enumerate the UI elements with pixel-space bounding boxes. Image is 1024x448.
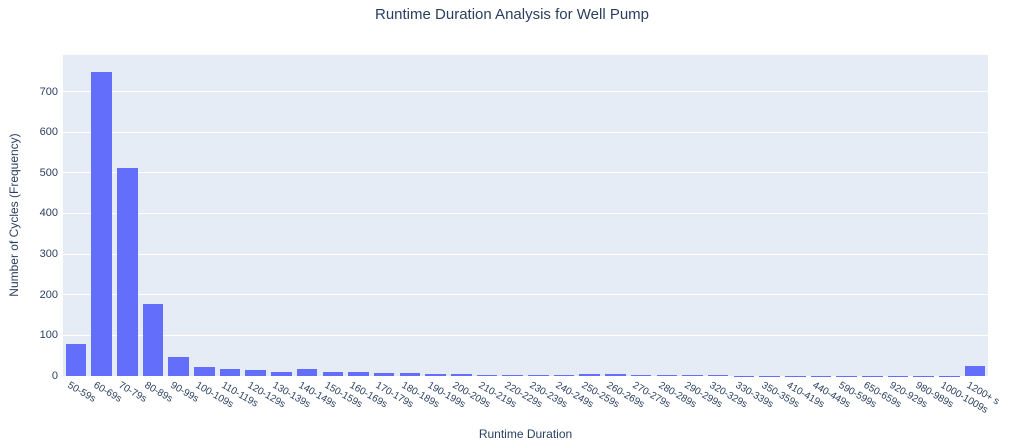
bar-70-79s <box>116 168 138 376</box>
x-tick-label: 1200+ s <box>964 380 1002 408</box>
y-tick-label: 100 <box>39 329 58 342</box>
bar-270-279s <box>630 375 652 376</box>
y-tick-label: 700 <box>39 85 58 98</box>
y-tick-label: 600 <box>39 126 58 139</box>
bar-180-189s <box>399 373 421 376</box>
x-axis-title: Runtime Duration <box>478 427 573 441</box>
bar-80-89s <box>142 303 164 376</box>
bar-160-169s <box>348 371 369 376</box>
gridline <box>63 294 988 296</box>
bar-980-989s <box>913 375 935 376</box>
bar-1200+ s <box>964 365 986 376</box>
y-tick-label: 0 <box>51 370 58 382</box>
y-tick-label: 200 <box>39 288 58 301</box>
gridline <box>63 131 988 133</box>
bar-350-359s <box>759 375 780 376</box>
bar-150-159s <box>322 371 344 376</box>
bar-1000-1009s <box>939 375 960 376</box>
bar-50-59s <box>65 343 87 376</box>
bar-230-239s <box>528 375 549 376</box>
bar-190-199s <box>425 373 446 376</box>
bar-220-229s <box>502 375 523 376</box>
bar-210-219s <box>476 375 498 376</box>
bar-590-599s <box>836 375 857 376</box>
bar-110-119s <box>219 368 241 376</box>
gridline <box>63 212 988 214</box>
gridline <box>63 172 988 174</box>
bar-200-209s <box>450 374 472 376</box>
bar-410-419s <box>785 375 806 376</box>
bar-120-129s <box>245 370 266 376</box>
bar-440-449s <box>810 375 832 376</box>
y-tick-label: 300 <box>39 248 58 261</box>
bar-240-249s <box>553 375 575 376</box>
gridline <box>63 91 988 93</box>
gridline <box>63 253 988 255</box>
bar-280-289s <box>656 375 678 376</box>
bar-250-259s <box>579 374 600 376</box>
bar-60-69s <box>91 72 112 376</box>
bar-290-299s <box>682 375 703 376</box>
bar-130-139s <box>271 371 292 376</box>
bar-260-269s <box>605 374 626 376</box>
bar-320-329s <box>707 375 729 376</box>
gridline <box>63 375 988 377</box>
bar-920-929s <box>887 375 909 376</box>
chart-title: Runtime Duration Analysis for Well Pump <box>375 6 649 23</box>
bar-170-179s <box>373 372 395 376</box>
plot-area <box>63 55 988 377</box>
bar-330-339s <box>733 375 755 376</box>
bar-100-109s <box>194 366 215 376</box>
bar-90-99s <box>168 356 189 376</box>
y-tick-label: 400 <box>39 207 58 220</box>
gridline <box>63 334 988 336</box>
bar-650-659s <box>862 375 883 376</box>
bar-140-149s <box>296 369 318 376</box>
y-tick-label: 500 <box>39 166 58 179</box>
